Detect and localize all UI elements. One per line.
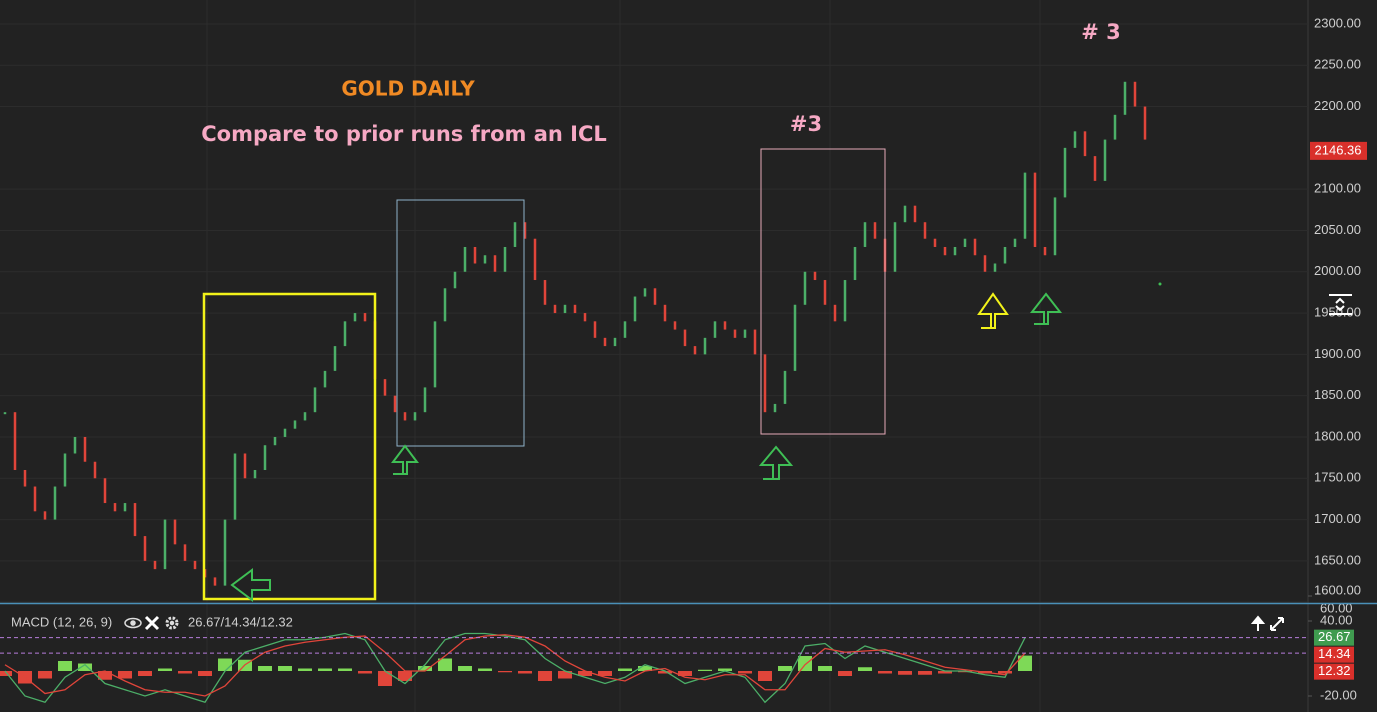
value-tag-label: 14.34: [1318, 646, 1351, 661]
histogram-bar: [798, 656, 812, 671]
highlight-box: [760, 148, 886, 435]
pane-controls[interactable]: [1250, 615, 1284, 631]
y-tick-label: 2050.00: [1314, 222, 1361, 237]
annotation: #3: [790, 112, 822, 136]
histogram-bar: [258, 666, 272, 671]
histogram-bar: [918, 671, 932, 675]
histogram-bar: [118, 671, 132, 679]
histogram-bar: [178, 671, 192, 674]
histogram-bar: [518, 671, 532, 674]
y-tick-label: 1750.00: [1314, 470, 1361, 485]
vertical-grid: [206, 0, 1041, 712]
histogram-bar: [718, 668, 732, 671]
y-tick-label: 1600.00: [1314, 582, 1361, 597]
last-price-tag: [1310, 141, 1367, 160]
y-tick-label: 40.00: [1320, 612, 1353, 627]
histogram-bar: [58, 661, 72, 671]
y-tick-label: 2300.00: [1314, 15, 1361, 30]
histogram-bar: [698, 669, 712, 671]
annotation: GOLD DAILY: [341, 77, 475, 101]
indicator-line: [4, 634, 1026, 697]
indicator-controls[interactable]: [124, 615, 179, 631]
highlight-box: [202, 292, 377, 601]
indicator-readout: 26.67/14.34/12.32: [188, 614, 293, 629]
histogram-bar: [938, 671, 952, 674]
value-tag: [1314, 629, 1354, 646]
annotation: # 3: [1081, 20, 1121, 44]
histogram-bar: [358, 671, 372, 674]
marker: [1158, 282, 1162, 286]
indicator-title: MACD (12, 26, 9): [11, 614, 112, 629]
value-tag-label: 26.67: [1318, 629, 1351, 644]
histogram-bar: [678, 671, 692, 676]
histogram-bar: [538, 671, 552, 681]
highlight-box: [396, 199, 525, 447]
y-tick-label: -20.00: [1320, 687, 1357, 702]
histogram-bar: [618, 668, 632, 671]
histogram-bar: [1018, 655, 1032, 671]
histogram-bar: [458, 666, 472, 671]
histogram-bar: [438, 658, 452, 671]
y-tick-label: 1850.00: [1314, 387, 1361, 402]
histogram-bar: [318, 668, 332, 671]
histogram-bar: [738, 671, 752, 674]
histogram-bar: [278, 666, 292, 671]
annotation: Compare to prior runs from an ICL: [201, 122, 607, 146]
histogram-bar: [898, 671, 912, 675]
histogram-bar: [298, 668, 312, 671]
histogram-bar: [378, 671, 392, 686]
histogram-bar: [338, 668, 352, 671]
histogram-bar: [878, 671, 892, 674]
histogram-bar: [418, 666, 432, 671]
y-tick-label: 1950.00: [1314, 305, 1361, 320]
histogram-bar: [218, 658, 232, 671]
histogram-bar: [578, 671, 592, 676]
histogram-bar: [98, 671, 112, 680]
histogram-bar: [638, 666, 652, 671]
histogram-bar: [838, 671, 852, 676]
value-tag: [1314, 646, 1354, 663]
histogram-bar: [998, 671, 1012, 674]
histogram-bar: [598, 671, 612, 676]
value-tag-label: 12.32: [1318, 663, 1351, 678]
histogram-bar: [38, 671, 52, 679]
y-tick-label: 2250.00: [1314, 57, 1361, 72]
y-tick-label: 1650.00: [1314, 552, 1361, 567]
y-tick-label: 1700.00: [1314, 511, 1361, 526]
scale-button[interactable]: [1329, 294, 1352, 315]
histogram-bar: [138, 671, 152, 676]
y-tick-label: 1900.00: [1314, 346, 1361, 361]
histogram-bar: [778, 666, 792, 671]
value-tag: [1314, 663, 1354, 680]
plot: 2300.00 2250.00 2200.00 2100.00 2050.00 2000.…: [0, 15, 1367, 704]
last-price-label: 2146.36: [1315, 142, 1362, 157]
histogram-bar: [558, 671, 572, 679]
histogram-bar: [478, 668, 492, 671]
histogram-bar: [78, 663, 92, 671]
y-tick-label: 2000.00: [1314, 263, 1361, 278]
histogram-bar: [158, 668, 172, 671]
histogram-bar: [498, 671, 512, 673]
histogram-bar: [0, 671, 12, 676]
histogram-bar: [818, 666, 832, 671]
histogram-bar: [198, 671, 212, 676]
y-tick-label: 2200.00: [1314, 98, 1361, 113]
arrows: [230, 292, 1063, 602]
histogram-bar: [398, 671, 412, 681]
y-tick-label: 1800.00: [1314, 428, 1361, 443]
histogram-bar: [858, 667, 872, 671]
histogram-bar: [758, 671, 772, 681]
y-tick-label: 2100.00: [1314, 181, 1361, 196]
histogram-bar: [658, 671, 672, 674]
